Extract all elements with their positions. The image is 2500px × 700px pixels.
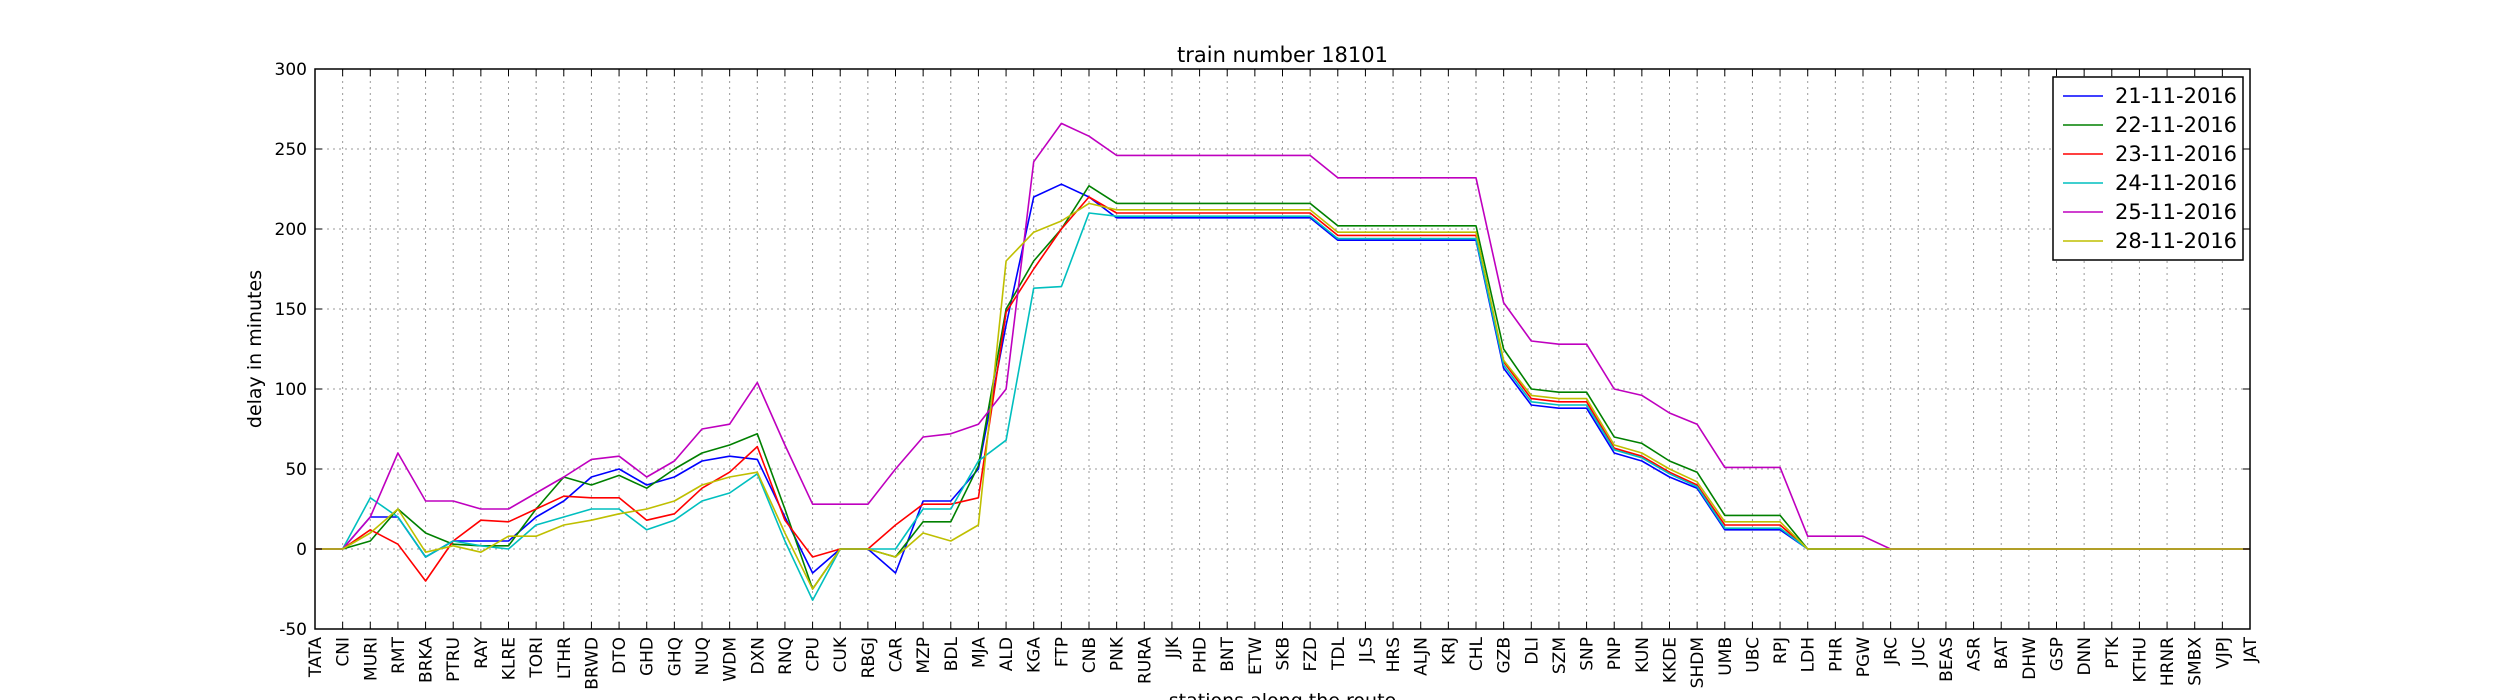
series-lines [315,122,2250,602]
x-tick-label: VJPJ [2213,637,2233,669]
x-tick-label: DTO [610,637,630,674]
x-tick-label: CNB [1080,637,1100,673]
x-tick-label: PNK [1108,636,1128,671]
y-axis-title: delay in minutes [244,270,266,428]
x-tick-label: GZB [1495,637,1515,673]
x-tick-label: CPU [804,637,824,672]
y-tick-label: 200 [275,220,307,240]
x-tick-label: PGW [1854,637,1874,677]
legend-label: 25-11-2016 [2115,200,2237,224]
x-tick-label: BEAS [1937,637,1957,682]
x-tick-label: HRS [1384,637,1404,672]
x-tick-label: KUN [1633,637,1653,673]
x-tick-label: UMB [1716,637,1736,676]
x-tick-label: ASR [1965,637,1985,671]
x-tick-label: DXN [748,637,768,674]
x-tick-label: BDL [942,636,962,671]
x-tick-label: GSP [2048,637,2068,671]
y-tick-label: 300 [275,60,307,80]
legend-label: 28-11-2016 [2115,229,2237,253]
x-tick-label: KLRE [500,637,520,680]
x-tick-label: KTHU [2130,637,2150,682]
x-tick-label: SZM [1550,637,1570,674]
x-tick-label: FZD [1301,637,1321,672]
y-tick-label: -50 [279,620,307,640]
x-tick-label: JUC [1909,637,1929,667]
x-tick-label: CUK [831,636,851,672]
x-tick-label: KKDE [1661,637,1681,683]
y-tick-label: 100 [275,380,307,400]
x-tick-label: HRNR [2158,637,2178,686]
x-tick-label: BAT [1992,636,2012,669]
x-tick-label: RBGJ [859,637,879,678]
x-tick-label: JRC [1882,637,1902,666]
x-tick-label: PHR [1826,637,1846,672]
x-tick-label: RAY [472,636,492,668]
x-tick-label: JLS [1356,637,1376,663]
series-line-28-11-2016 [315,202,2250,590]
x-tick-label: GHQ [665,637,685,676]
x-tick-label: JAT [2241,636,2261,663]
x-tick-label: PHD [1191,637,1211,673]
x-tick-label: DLI [1522,637,1542,665]
x-tick-label: RPJ [1771,637,1791,664]
x-tick-label: ETW [1246,637,1266,675]
x-tick-label: DHW [2020,637,2040,680]
x-tick-label: TDL [1329,636,1349,670]
x-tick-label: BNT [1218,636,1238,671]
x-tick-label: UBC [1743,637,1763,673]
x-tick-label: TATA [306,637,326,678]
x-tick-label: RMT [389,636,409,673]
x-axis-title: stations along the route [1169,690,1396,700]
x-tick-label: ALJN [1412,637,1432,676]
x-tick-label: FTP [1052,637,1072,667]
x-tick-label: SMBX [2186,637,2206,686]
y-tick-label: 250 [275,140,307,160]
x-tick-label: SKB [1274,637,1294,671]
x-tick-label: ALD [997,637,1017,671]
x-tick-label: RNQ [776,637,796,675]
x-tick-label: GHD [638,637,658,676]
x-tick-label: BRKA [417,637,437,683]
grid [315,69,2250,629]
x-tick-label: CHL [1467,636,1487,671]
x-tick-label: SNP [1578,637,1598,671]
x-tick-label: SHDM [1688,637,1708,688]
x-tick-label: LTHR [555,637,575,679]
x-tick-label: DNN [2075,637,2095,676]
x-tick-label: CAR [887,637,907,672]
x-tick-label: PTRU [444,637,464,682]
x-tick-label: MURI [361,637,381,681]
x-tick-label: MZP [914,637,934,674]
x-tick-label: NUQ [693,637,713,676]
legend-box [2052,76,2244,261]
x-tick-label: PNP [1605,637,1625,670]
x-tick-label: RURA [1135,637,1155,684]
chart-title: train number 18101 [1177,43,1388,67]
x-tick-label: CNI [334,637,354,667]
legend-label: 22-11-2016 [2115,113,2237,137]
legend-label: 24-11-2016 [2115,171,2237,195]
x-tick-label: JJK [1163,636,1183,659]
x-tick-label: KRJ [1439,637,1459,665]
legend-label: 23-11-2016 [2115,142,2237,166]
y-tick-label: 150 [275,300,307,320]
legend-label: 21-11-2016 [2115,84,2237,108]
y-tick-label: 50 [285,460,307,480]
x-tick-label: LDH [1799,637,1819,672]
x-tick-label: WDM [721,637,741,682]
x-tick-label: KGA [1025,637,1045,673]
y-tick-label: 0 [296,540,307,560]
x-tick-label: TORI [527,637,547,679]
x-tick-label: MJA [969,637,989,668]
axis-ticks: -50 0 50 100 150 200 250 300 TATA CNI MURI RMT BRKA P… [275,60,2261,690]
series-line-25-11-2016 [315,122,2250,550]
legend: 21-11-2016 22-11-2016 23-11-2016 24-11-2016… [2052,76,2244,261]
x-tick-label: BRWD [582,637,602,690]
x-tick-label: PTK [2103,636,2123,669]
